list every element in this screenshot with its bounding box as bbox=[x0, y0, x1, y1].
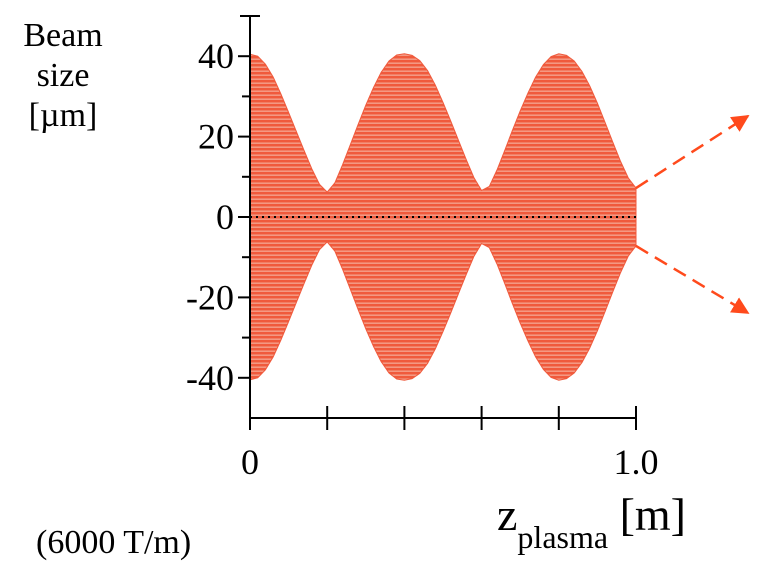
y-axis-label-line-2: size bbox=[36, 57, 90, 95]
y-axis-label: Beam size [µm] bbox=[0, 16, 126, 136]
x-axis-label-unit: [m] bbox=[608, 489, 686, 540]
y-tick-label: 0 bbox=[216, 197, 234, 237]
axes bbox=[238, 15, 637, 430]
x-axis-label: zplasma [m] bbox=[497, 489, 686, 554]
y-tick-label: 20 bbox=[198, 117, 234, 157]
field-gradient-annotation: (6000 T/m) bbox=[36, 524, 192, 561]
upper-divergence-arrow bbox=[635, 114, 750, 190]
lower-divergence-arrow bbox=[635, 244, 750, 315]
y-tick-label: -20 bbox=[186, 277, 234, 317]
y-axis-label-line-1: Beam bbox=[23, 17, 103, 54]
x-tick-label: 1.0 bbox=[614, 442, 659, 482]
y-axis-label-line-3: [µm] bbox=[28, 97, 98, 135]
x-axis-label-main: z bbox=[497, 489, 518, 540]
y-tick-label: 40 bbox=[198, 36, 234, 76]
y-tick-labels: 40 20 0 -20 -40 bbox=[186, 36, 234, 398]
x-tick-label: 0 bbox=[241, 442, 259, 482]
y-tick-label: -40 bbox=[186, 358, 234, 398]
x-tick-labels: 0 1.0 bbox=[241, 442, 659, 482]
divergence-arrows bbox=[635, 114, 750, 315]
x-axis-label-subscript: plasma bbox=[517, 519, 609, 555]
